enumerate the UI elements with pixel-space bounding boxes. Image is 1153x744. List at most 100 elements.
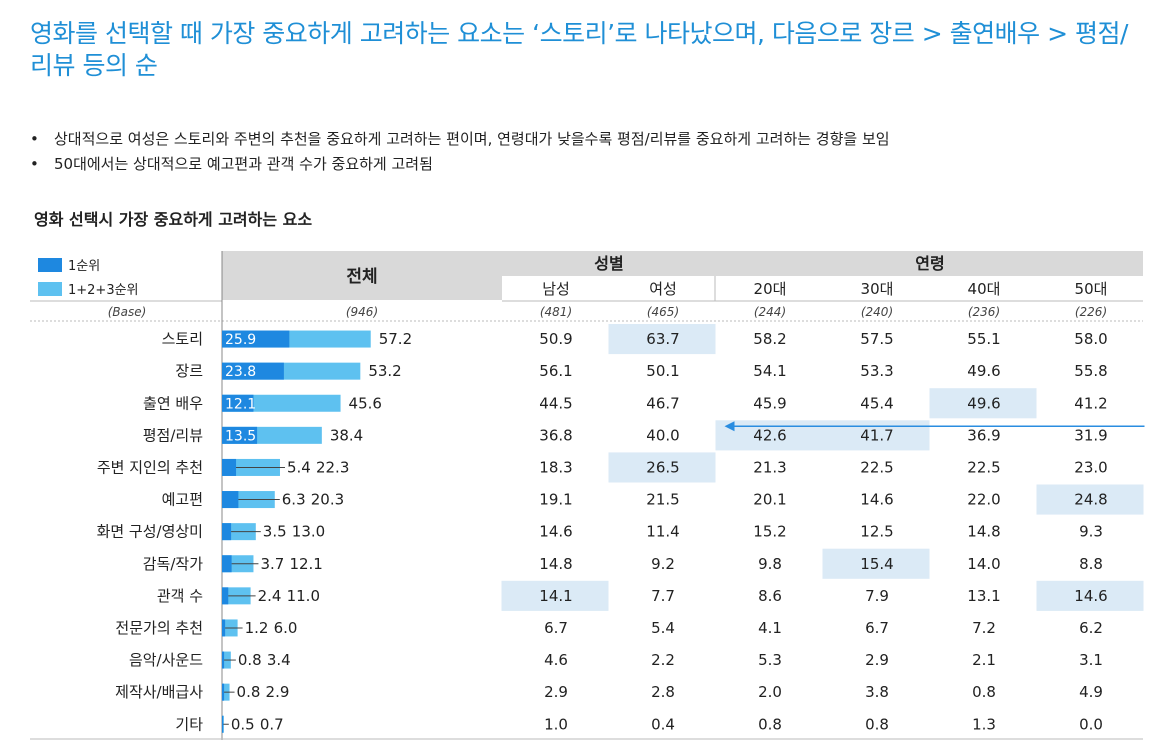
table-cell: 6.7	[544, 619, 568, 637]
table-cell: 19.1	[539, 491, 572, 509]
category-label: 스토리	[162, 330, 203, 348]
bullet-marker: •	[30, 155, 39, 173]
base-value: (236)	[968, 305, 1000, 319]
first-rank-label: 3.5	[263, 523, 287, 541]
highlight-cell	[608, 452, 716, 483]
first-rank-label: 25.9	[225, 332, 256, 348]
legend-swatch-first	[38, 258, 62, 272]
top3-label: 20.3	[311, 491, 344, 509]
column-header: 50대	[1075, 280, 1108, 298]
column-header: 40대	[968, 280, 1001, 298]
first-rank-bar	[222, 587, 229, 605]
page-title: 영화를 선택할 때 가장 중요하게 고려하는 요소는 ‘스토리’로 나타났으며,…	[30, 19, 1128, 80]
table-cell: 0.0	[1079, 715, 1103, 733]
table-cell: 21.3	[753, 458, 786, 476]
first-rank-label: 23.8	[225, 364, 256, 380]
trend-arrow-head	[724, 421, 735, 432]
highlight-cell	[501, 580, 609, 611]
table-cell: 36.8	[539, 426, 572, 444]
category-label: 기타	[175, 715, 203, 733]
category-label: 화면 구성/영상미	[97, 523, 203, 541]
table-cell: 0.4	[651, 715, 675, 733]
table-cell: 9.8	[758, 555, 782, 573]
table-cell: 50.9	[539, 330, 572, 348]
bullet-text: 상대적으로 여성은 스토리와 주변의 추천을 중요하게 고려하는 편이며, 연령…	[54, 130, 890, 148]
first-rank-label: 12.1	[225, 396, 256, 412]
table-cell: 12.5	[860, 523, 893, 541]
top3-label: 13.0	[292, 523, 325, 541]
table-cell: 5.3	[758, 651, 782, 669]
table-cell: 31.9	[1074, 426, 1107, 444]
table-cell: 18.3	[539, 458, 572, 476]
first-rank-bar	[222, 426, 258, 444]
table-cell: 2.8	[651, 683, 675, 701]
category-label: 평점/리뷰	[143, 426, 203, 444]
table-cell: 2.9	[865, 651, 889, 669]
chart-title: 영화 선택시 가장 중요하게 고려하는 요소	[34, 210, 313, 229]
legend-label-first: 1순위	[68, 259, 100, 274]
table-cell: 2.1	[972, 651, 996, 669]
table-cell: 3.1	[1079, 651, 1103, 669]
top3-label: 38.4	[330, 426, 363, 444]
table-cell: 55.1	[967, 330, 1000, 348]
first-rank-label: 0.8	[238, 651, 262, 669]
category-label: 장르	[175, 362, 203, 380]
first-rank-bar	[222, 394, 254, 412]
group-header-age: 연령	[915, 254, 944, 273]
top3-label: 22.3	[316, 458, 349, 476]
bullet-marker: •	[30, 130, 39, 148]
table-cell: 4.1	[758, 619, 782, 637]
table-cell: 7.2	[972, 619, 996, 637]
table-cell: 0.8	[865, 715, 889, 733]
bullet-item: • 상대적으로 여성은 스토리와 주변의 추천을 중요하게 고려하는 편이며, …	[30, 127, 1140, 152]
highlight-cell	[822, 420, 930, 451]
table-cell: 41.7	[860, 426, 893, 444]
top3-label: 3.4	[267, 651, 291, 669]
table-cell: 0.8	[972, 683, 996, 701]
column-header: 20대	[754, 280, 787, 298]
base-value: (465)	[647, 305, 679, 319]
table-cell: 46.7	[646, 394, 679, 412]
first-rank-bar	[222, 330, 290, 348]
first-rank-label: 0.8	[237, 683, 261, 701]
table-cell: 11.4	[646, 523, 679, 541]
table-cell: 15.2	[753, 523, 786, 541]
top3-label: 6.0	[274, 619, 298, 637]
category-label: 음악/사운드	[129, 651, 203, 669]
legend-label-top3: 1+2+3순위	[68, 283, 139, 298]
column-header: 남성	[542, 280, 570, 298]
table-cell: 3.8	[865, 683, 889, 701]
table-cell: 9.3	[1079, 523, 1103, 541]
highlight-cell	[1036, 580, 1144, 611]
table-cell: 55.8	[1074, 362, 1107, 380]
table-cell: 41.2	[1074, 394, 1107, 412]
table-cell: 50.1	[646, 362, 679, 380]
table-cell: 0.8	[758, 715, 782, 733]
bullet-text: 50대에서는 상대적으로 예고편과 관객 수가 중요하게 고려됨	[54, 155, 433, 173]
first-rank-bar	[222, 458, 237, 476]
table-cell: 21.5	[646, 491, 679, 509]
bullet-item: • 50대에서는 상대적으로 예고편과 관객 수가 중요하게 고려됨	[30, 152, 1140, 177]
highlight-cell	[608, 324, 716, 355]
table-cell: 23.0	[1074, 458, 1107, 476]
table-cell: 42.6	[753, 426, 786, 444]
table-cell: 63.7	[646, 330, 679, 348]
table-cell: 4.6	[544, 651, 568, 669]
table-cell: 56.1	[539, 362, 572, 380]
category-label: 전문가의 추천	[115, 619, 203, 637]
top3-label: 2.9	[266, 683, 290, 701]
first-rank-label: 3.7	[260, 555, 284, 573]
top3-label: 11.0	[287, 587, 320, 605]
table-cell: 45.9	[753, 394, 786, 412]
table-cell: 20.1	[753, 491, 786, 509]
table-cell: 54.1	[753, 362, 786, 380]
first-rank-bar	[222, 362, 284, 380]
table-cell: 2.2	[651, 651, 675, 669]
table-cell: 7.7	[651, 587, 675, 605]
first-rank-bar	[222, 523, 232, 541]
first-rank-bar	[222, 619, 226, 637]
first-rank-label: 5.4	[287, 458, 311, 476]
table-cell: 14.6	[860, 491, 893, 509]
category-label: 주변 지인의 추천	[97, 458, 203, 476]
